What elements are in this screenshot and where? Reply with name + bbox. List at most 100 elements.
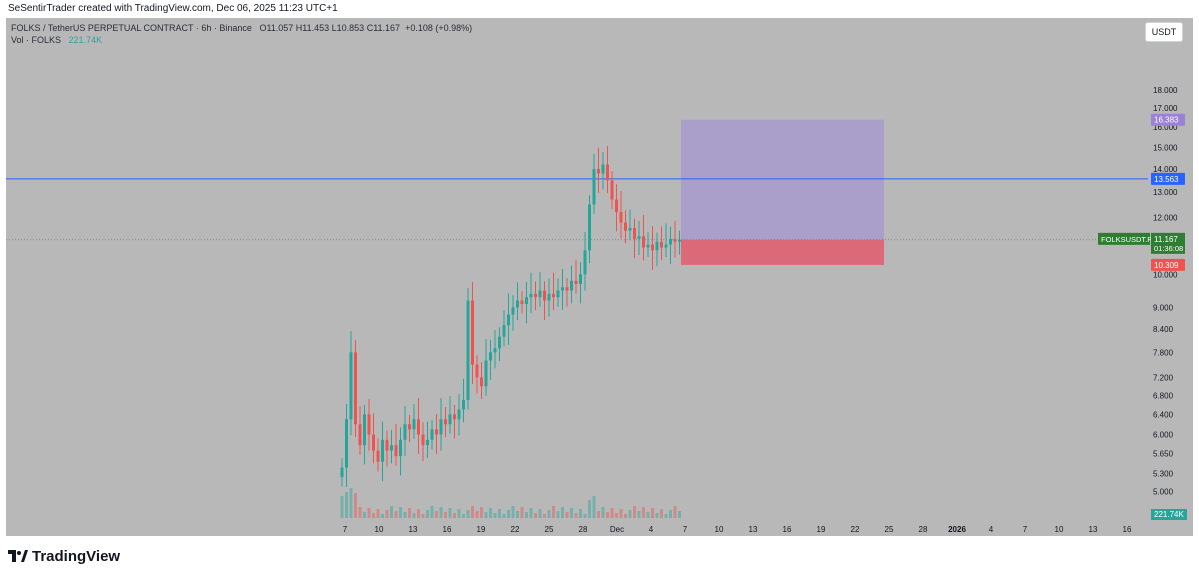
candle-body [484,360,488,387]
y-tick-label: 7.800 [1153,348,1174,357]
x-tick-label: 22 [851,525,860,534]
volume-bar [516,511,519,518]
candle-body [678,239,681,242]
candle-body [673,238,677,242]
x-tick-label: 13 [409,525,418,534]
candle-body [358,424,362,446]
x-tick-label: 4 [649,525,654,534]
candle-body [385,439,389,451]
volume-bar [574,513,578,518]
volume-bar [610,508,614,518]
target-zone [681,119,884,240]
x-tick-label: 22 [511,525,520,534]
candle-body [345,419,348,468]
candle-body [660,241,663,248]
volume-bar [583,514,587,518]
volume-bar [394,511,398,518]
volume-bar [678,511,681,518]
tradingview-logo: TradingView [8,548,120,565]
price-chart[interactable]: 18.000 17.000 16.000 15.000 14.000 13.000 12.0… [6,18,1193,536]
candle-body [421,434,425,446]
x-tick-label: 13 [1089,525,1098,534]
candle-body [412,419,416,430]
x-tick-label: 19 [477,525,486,534]
candle-body [579,274,582,284]
volume-tag-bg [1151,509,1187,520]
candle-body [547,293,551,301]
volume-bar [624,514,627,518]
volume-bar [349,488,353,518]
chart-frame[interactable]: 18.000 17.000 16.000 15.000 14.000 13.000 12.0… [6,18,1193,536]
candle-body [534,293,537,298]
volume-bar [448,508,452,518]
candle-body [565,287,569,291]
candle-body [448,414,452,425]
y-tick-label: 6.400 [1153,410,1174,419]
volume-bar [507,510,510,518]
volume-bar [538,509,542,518]
volume-bar [462,514,465,518]
price-tag-bg [1151,172,1185,185]
legend-symbol: FOLKS / TetherUS PERPETUAL CONTRACT · 6h… [11,23,252,33]
volume-bar [637,511,641,518]
candle-body [637,236,641,239]
candle-body [439,419,443,435]
x-tick-label: 10 [1055,525,1064,534]
candle-body [417,419,420,435]
candle-body [556,290,560,298]
candle-body [574,280,578,284]
candle-body [570,280,573,291]
candle-body [457,409,461,420]
volume-tag: 221.74K [1154,510,1184,519]
volume-bar [489,508,492,518]
candle-body [601,164,605,174]
volume-bar [601,507,605,518]
volume-bar [381,514,384,518]
volume-bar [498,509,501,518]
volume-bar [399,507,402,518]
legend-volume-label: Vol · FOLKS [11,35,62,45]
y-tick-label: 5.300 [1153,469,1174,478]
candle-body [430,429,434,440]
legend-volume-value: 221.74K [68,35,103,45]
volume-bar [358,507,362,518]
volume-bar [529,508,533,518]
y-tick-label: 9.000 [1153,303,1174,312]
stop-zone [681,239,884,265]
x-tick-label: 7 [1023,525,1028,534]
candle-body [646,244,650,248]
candle-body [507,314,510,326]
volume-bar [363,512,366,518]
candle-body [624,222,627,231]
chart-attribution: SeSentirTrader created with TradingView.… [8,3,338,14]
volume-bar [655,513,659,518]
candle-body [466,300,470,400]
volume-bar [588,500,591,518]
y-tick-label: 10.000 [1153,270,1178,279]
volume-bar [547,510,551,518]
price-tag: 10.309 [1154,261,1179,270]
volume-bar [340,496,344,518]
x-tick-label: 2026 [948,525,966,534]
candle-body [669,238,672,245]
volume-bar [430,506,434,518]
y-tick-label: 6.000 [1153,431,1174,440]
candle-body [408,424,411,430]
volume-bar [484,512,488,518]
candle-body [615,199,618,213]
candle-body [349,352,353,420]
volume-bar [642,507,645,518]
volume-bar [412,513,416,518]
volume-bar [570,508,573,518]
volume-bar [439,507,443,518]
candle-body [606,164,609,181]
candle-body [394,445,398,457]
x-tick-label: 16 [1123,525,1132,534]
x-tick-label: 16 [443,525,452,534]
volume-bar [520,507,524,518]
volume-bar [579,509,582,518]
candle-body [592,168,596,205]
candle-body [525,297,528,304]
currency-button[interactable]: USDT [1145,22,1183,42]
volume-bar [421,514,425,518]
